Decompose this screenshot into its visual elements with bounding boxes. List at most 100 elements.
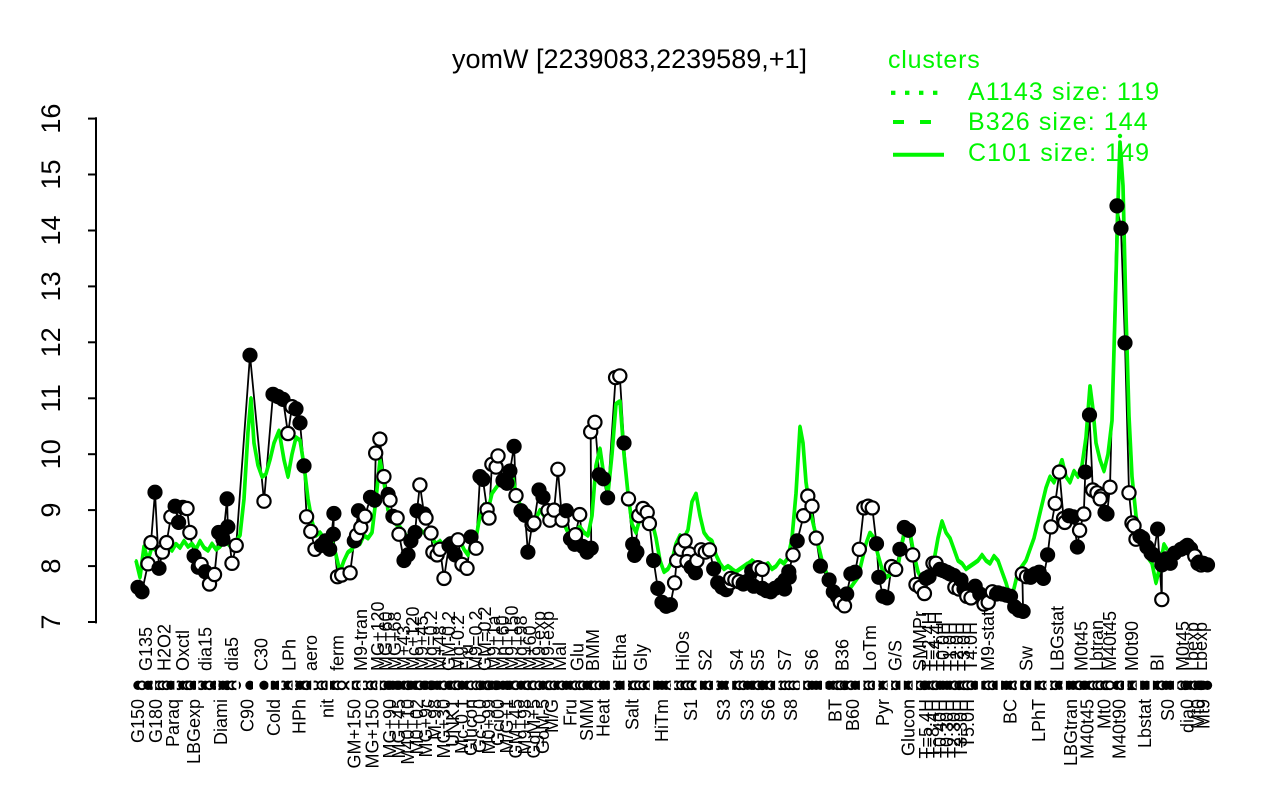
svg-text:Pyr: Pyr [873, 699, 893, 726]
svg-text:M9+45: M9+45 [412, 615, 432, 671]
svg-text:GM+150: GM+150 [344, 699, 364, 769]
svg-text:11: 11 [36, 384, 66, 412]
svg-text:Gly: Gly [631, 644, 651, 671]
svg-text:clusters: clusters [888, 46, 981, 74]
svg-text:B60: B60 [843, 699, 863, 731]
svg-text:SMM: SMM [577, 699, 597, 741]
svg-text:Mal: Mal [550, 642, 570, 671]
svg-text:MG+30: MG+30 [434, 699, 454, 759]
svg-text:T2.0H: T2.0H [947, 622, 967, 671]
svg-text:GM-0.2: GM-0.2 [439, 611, 459, 671]
svg-text:T1.0H: T1.0H [940, 622, 960, 671]
svg-text:dia0: dia0 [1177, 699, 1197, 733]
svg-text:M0t45: M0t45 [1072, 621, 1092, 671]
svg-text:B36: B36 [832, 639, 852, 671]
svg-text:dia5: dia5 [222, 637, 242, 671]
svg-text:Mg-0:2: Mg-0:2 [448, 615, 468, 671]
svg-text:G150: G150 [128, 699, 148, 743]
svg-text:S6: S6 [759, 699, 779, 721]
svg-text:G135: G135 [136, 627, 156, 671]
svg-text:nit: nit [318, 699, 338, 718]
svg-text:MG+90: MG+90 [380, 699, 400, 759]
svg-text:Glucon: Glucon [461, 699, 481, 756]
svg-text:15: 15 [36, 159, 66, 189]
svg-text:T0.0H: T0.0H [933, 622, 953, 671]
svg-text:16: 16 [36, 104, 66, 134]
svg-text:M9-stat: M9-stat [978, 611, 998, 671]
svg-text:Glucon: Glucon [899, 699, 919, 756]
svg-text:Cold: Cold [264, 699, 284, 736]
svg-text:7: 7 [36, 614, 66, 629]
svg-text:Mg=0.2: Mg=0.2 [421, 610, 441, 671]
svg-text:Paraq: Paraq [163, 699, 183, 747]
svg-text:T3.30H: T3.30H [951, 699, 971, 758]
svg-text:GM=0.2: GM=0.2 [475, 606, 495, 671]
svg-text:T4.0H: T4.0H [961, 622, 981, 671]
svg-text:M40t90: M40t90 [1109, 699, 1129, 759]
svg-text:M/G: M/G [542, 699, 562, 733]
svg-text:Mt0: Mt0 [1094, 699, 1114, 729]
svg-text:S3: S3 [738, 699, 758, 721]
svg-text:dia15: dia15 [195, 627, 215, 671]
svg-text:LPh: LPh [280, 639, 300, 671]
svg-text:G180: G180 [146, 699, 166, 743]
svg-text:T0.40H: T0.40H [930, 699, 950, 758]
svg-text:M9-tran: M9-tran [351, 609, 371, 671]
svg-text:M9-exp: M9-exp [538, 611, 558, 671]
svg-text:Heat: Heat [593, 699, 613, 737]
svg-text:10: 10 [36, 439, 66, 469]
svg-text:T=5.4H: T=5.4H [916, 699, 936, 759]
svg-text:yomW [2239083,2239589,+1]: yomW [2239083,2239589,+1] [452, 44, 807, 74]
svg-text:Diami: Diami [211, 699, 231, 745]
svg-text:14: 14 [36, 215, 66, 245]
svg-text:M40t45: M40t45 [1100, 611, 1120, 671]
svg-text:S7: S7 [775, 649, 795, 671]
svg-text:M-98: M-98 [425, 699, 445, 740]
svg-text:G/S: G/S [886, 640, 906, 671]
svg-text:T=4.4H: T=4.4H [926, 611, 946, 671]
svg-text:LBGtran: LBGtran [1061, 699, 1081, 766]
svg-text:Glu: Glu [568, 643, 588, 671]
svg-text:T0.30H: T0.30H [937, 699, 957, 758]
svg-text:Mg+98: Mg+98 [511, 615, 531, 671]
svg-text:M+43: M+43 [394, 625, 414, 671]
svg-text:Mc+120: Mc+120 [403, 606, 423, 671]
svg-text:T=2.4H: T=2.4H [919, 611, 939, 671]
svg-text:S2: S2 [695, 649, 715, 671]
svg-text:M9-exp: M9-exp [529, 611, 549, 671]
svg-text:Mt0: Mt0 [1188, 699, 1208, 729]
svg-text:MG+45: MG+45 [389, 699, 409, 759]
svg-text:H2O2: H2O2 [155, 624, 175, 671]
svg-text:12: 12 [36, 327, 66, 357]
svg-text:Lbexp: Lbexp [1191, 622, 1211, 671]
svg-text:M9+150: M9+150 [502, 605, 522, 671]
svg-text:HPh: HPh [290, 699, 310, 734]
svg-text:T2.30H: T2.30H [944, 699, 964, 758]
svg-text:MG+60: MG+60 [376, 611, 396, 671]
svg-text:M9=0.2: M9=0.2 [466, 610, 486, 671]
svg-text:BMM: BMM [583, 629, 603, 671]
svg-text:Gci00: Gci00 [488, 699, 508, 746]
svg-text:LoTm: LoTm [860, 625, 880, 671]
svg-text:M9+98: M9+98 [515, 699, 535, 755]
svg-text:M0t90: M0t90 [1122, 621, 1142, 671]
svg-text:HiTm: HiTm [652, 699, 672, 742]
svg-text:S0: S0 [1158, 699, 1178, 721]
svg-text:Mc-0.1: Mc-0.1 [452, 699, 472, 754]
svg-text:aero: aero [301, 635, 321, 671]
svg-text:C30: C30 [252, 638, 272, 671]
svg-text:T5.0H: T5.0H [958, 699, 978, 748]
svg-text:MG+120: MG+120 [368, 601, 388, 671]
svg-text:M0t45: M0t45 [1173, 621, 1193, 671]
svg-text:8: 8 [36, 559, 66, 574]
svg-text:S5: S5 [748, 649, 768, 671]
svg-text:MG+150: MG+150 [363, 699, 383, 769]
svg-text:Fru: Fru [457, 644, 477, 671]
svg-text:SMMPr: SMMPr [910, 611, 930, 671]
svg-text:LPhT: LPhT [1029, 699, 1049, 742]
svg-text:BI: BI [1148, 654, 1168, 671]
svg-text:Fru: Fru [561, 699, 581, 726]
svg-text:9: 9 [36, 503, 66, 518]
svg-text:M+60: M+60 [520, 625, 540, 671]
svg-text:T=8.4H: T=8.4H [923, 699, 943, 759]
